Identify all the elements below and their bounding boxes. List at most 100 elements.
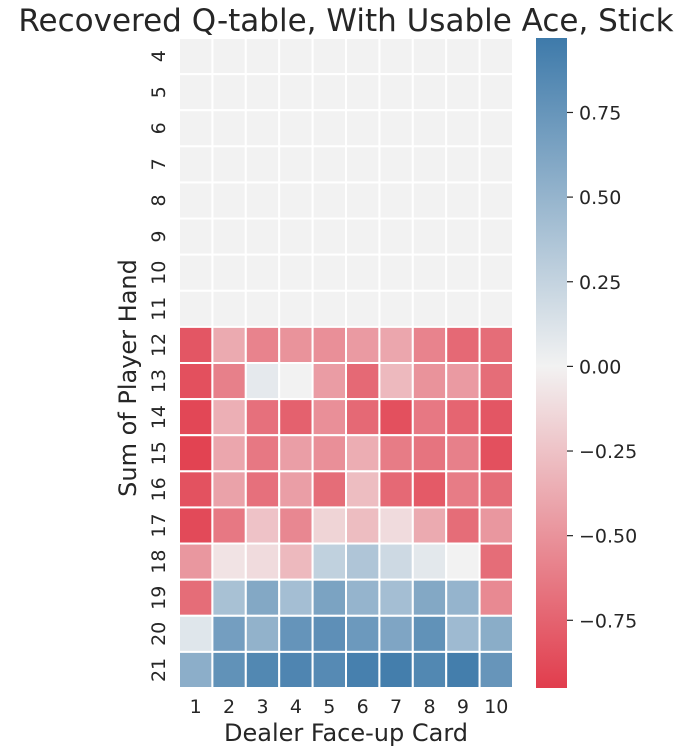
y-axis-label: Sum of Player Hand: [114, 259, 142, 497]
heatmap-cell: [278, 470, 314, 509]
heatmap-cell: [378, 253, 414, 292]
heatmap-cell: [178, 325, 214, 365]
heatmap-cell: [211, 362, 247, 401]
heatmap-cell: [311, 650, 348, 690]
heatmap-cell: [411, 650, 448, 690]
heatmap-cell: [278, 37, 314, 76]
colorbar-tick-label: 0.50: [579, 187, 621, 209]
heatmap-cell: [411, 37, 448, 76]
heatmap-cell: [278, 145, 314, 184]
colorbar-tick-label: 0.25: [579, 272, 621, 294]
heatmap-cell: [378, 73, 414, 112]
chart-title: Recovered Q-table, With Usable Ace, Stic…: [18, 3, 673, 39]
heatmap-cell: [211, 542, 247, 581]
heatmap-cell: [378, 470, 414, 509]
heatmap-cell: [378, 37, 414, 76]
heatmap-cell: [278, 217, 314, 256]
heatmap-cell: [445, 145, 481, 184]
heatmap-cell: [378, 398, 414, 437]
heatmap-cell: [278, 289, 314, 328]
heatmap-cell: [378, 145, 414, 184]
heatmap-cell: [345, 253, 381, 292]
heatmap-cell: [211, 253, 247, 292]
heatmap-cell: [278, 109, 314, 148]
y-tick-label: 16: [148, 477, 170, 501]
heatmap-cell: [378, 325, 414, 365]
heatmap-cell: [278, 73, 314, 112]
heatmap-cell: [311, 506, 348, 545]
heatmap-cell: [411, 289, 448, 328]
heatmap-cell: [478, 578, 515, 617]
heatmap-cell: [478, 362, 515, 401]
heatmap-cell: [178, 650, 214, 690]
heatmap-cell: [211, 578, 247, 617]
heatmap-cell: [311, 398, 348, 437]
heatmap-cell: [411, 217, 448, 256]
y-tick-label: 10: [148, 261, 170, 285]
heatmap-cell: [244, 506, 281, 545]
heatmap-cell: [178, 109, 214, 148]
heatmap-cell: [244, 109, 281, 148]
y-tick-label: 4: [148, 50, 170, 62]
heatmap-cell: [278, 650, 314, 690]
colorbar-tick-label: −0.50: [579, 526, 637, 548]
heatmap-cell: [378, 362, 414, 401]
y-tick-label: 9: [148, 231, 170, 243]
heatmap-cell: [211, 289, 247, 328]
colorbar: [536, 38, 567, 688]
heatmap-cell: [178, 217, 214, 256]
heatmap-cell: [244, 181, 281, 220]
heatmap-cell: [244, 145, 281, 184]
heatmap-cell: [244, 325, 281, 365]
x-tick-label: 7: [390, 696, 402, 718]
heatmap-cell: [211, 73, 247, 112]
heatmap-cell: [478, 181, 515, 220]
x-tick-label: 2: [223, 696, 235, 718]
heatmap-cell: [445, 181, 481, 220]
x-tick-labels: 1 2 3 4 5 6 7 8 9 10: [190, 696, 509, 718]
heatmap-cell: [445, 37, 481, 76]
heatmap-cell: [378, 434, 414, 473]
heatmap-cell: [311, 289, 348, 328]
heatmap-cell: [378, 181, 414, 220]
heatmap-cells: [178, 37, 515, 690]
heatmap-cell: [345, 650, 381, 690]
heatmap-cell: [478, 253, 515, 292]
heatmap-cell: [345, 181, 381, 220]
heatmap-cell: [345, 398, 381, 437]
heatmap-cell: [178, 37, 214, 76]
y-tick-label: 15: [148, 441, 170, 465]
y-tick-label: 8: [148, 194, 170, 206]
heatmap-cell: [211, 109, 247, 148]
heatmap-cell: [445, 253, 481, 292]
heatmap-cell: [478, 73, 515, 112]
heatmap-cell: [211, 614, 247, 653]
x-tick-label: 1: [190, 696, 202, 718]
heatmap-cell: [345, 109, 381, 148]
heatmap-cell: [378, 289, 414, 328]
colorbar-tick-label: 0.75: [579, 102, 621, 124]
heatmap-cell: [345, 578, 381, 617]
heatmap-cell: [345, 470, 381, 509]
heatmap-cell: [411, 325, 448, 365]
heatmap-cell: [478, 398, 515, 437]
heatmap-cell: [478, 470, 515, 509]
heatmap-cell: [411, 578, 448, 617]
heatmap-cell: [378, 217, 414, 256]
heatmap-cell: [411, 73, 448, 112]
heatmap-cell: [411, 506, 448, 545]
y-tick-label: 13: [148, 369, 170, 393]
heatmap-cell: [411, 434, 448, 473]
heatmap-cell: [178, 434, 214, 473]
heatmap-cell: [244, 217, 281, 256]
heatmap-cell: [445, 434, 481, 473]
y-tick-label: 18: [148, 550, 170, 574]
heatmap-cell: [345, 506, 381, 545]
heatmap-cell: [311, 181, 348, 220]
heatmap-cell: [178, 145, 214, 184]
heatmap-cell: [211, 181, 247, 220]
heatmap-cell: [244, 37, 281, 76]
x-tick-label: 10: [484, 696, 508, 718]
colorbar-tick-label: −0.75: [579, 610, 637, 632]
heatmap-cell: [478, 325, 515, 365]
